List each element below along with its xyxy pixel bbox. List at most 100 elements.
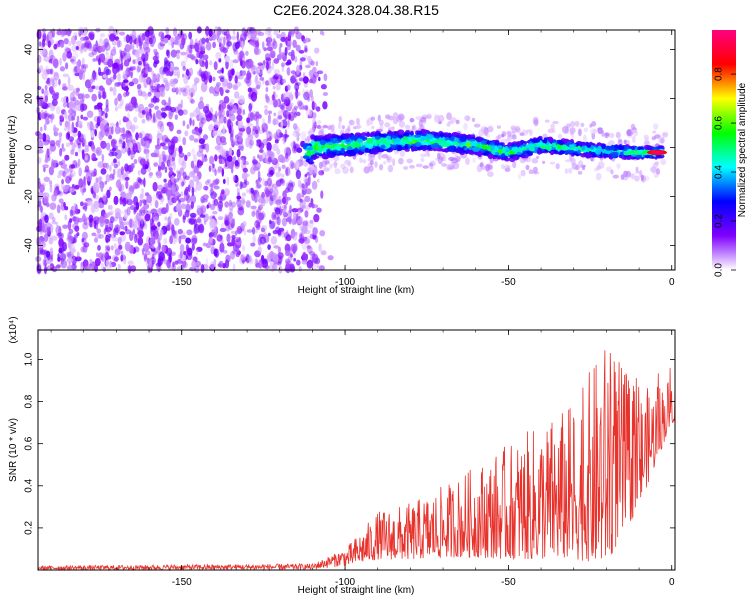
spectrogram-noise-cell <box>128 35 133 45</box>
spectrogram-noise-cell <box>318 76 321 82</box>
spectrogram-halo-cell <box>583 134 587 142</box>
spectrogram-noise-cell <box>231 230 236 235</box>
spectrogram-noise-cell <box>93 182 98 192</box>
spectrogram-noise-cell <box>174 147 178 152</box>
spectrogram-halo-cell <box>374 161 378 168</box>
spectrogram-noise-cell <box>36 29 42 40</box>
spectrogram-noise-cell <box>308 251 316 256</box>
spectrogram-noise-cell <box>147 67 153 73</box>
spectrogram-signal-cell <box>617 145 625 151</box>
spectrogram-noise-cell <box>214 110 218 119</box>
spectrogram-signal-cell <box>364 149 369 153</box>
spectrogram-noise-cell <box>254 250 261 258</box>
spectrogram-noise-cell <box>80 103 85 113</box>
spectrogram-noise-cell <box>301 183 305 189</box>
spectrogram-signal-cell <box>511 146 517 152</box>
spectrogram-noise-cell <box>173 161 176 171</box>
spectrogram-noise-cell <box>238 157 245 164</box>
spectrogram-noise-cell <box>58 198 64 204</box>
spectrogram-noise-cell <box>177 69 180 79</box>
spectrogram-noise-cell <box>61 241 67 252</box>
spectrogram-noise-cell <box>118 210 124 215</box>
spectrogram-noise-cell <box>102 252 107 257</box>
spectrogram-noise-cell <box>196 246 203 252</box>
spectrogram-signal-cell <box>497 145 503 149</box>
spectrogram-noise-cell <box>100 168 107 175</box>
spectrogram-halo-cell <box>595 172 602 181</box>
spectrogram-signal-cell <box>540 143 546 147</box>
spectrogram-noise-cell <box>172 81 176 92</box>
spectrogram-noise-cell <box>261 151 267 162</box>
spectrogram-noise-cell <box>94 233 102 239</box>
spectrogram-noise-cell <box>251 65 257 70</box>
spectrogram-noise-cell <box>284 129 288 139</box>
spectrogram-noise-cell <box>123 212 128 219</box>
spectrogram-noise-cell <box>117 264 121 270</box>
spectrogram-noise-cell <box>74 151 79 157</box>
spectrogram-noise-cell <box>196 50 201 59</box>
spectrogram-noise-cell <box>206 41 212 51</box>
spectrogram-noise-cell <box>63 172 68 180</box>
spectrogram-noise-cell <box>230 250 236 260</box>
spectrogram-noise-cell <box>275 171 282 178</box>
spectrogram-noise-cell <box>288 31 292 37</box>
spectrogram-noise-cell <box>294 126 300 134</box>
spectrogram-noise-cell <box>286 67 291 76</box>
spectrogram-noise-cell <box>142 41 149 51</box>
spectrogram-noise-cell <box>97 161 105 169</box>
spectrogram-noise-cell <box>197 216 201 224</box>
spectrogram-noise-cell <box>186 229 193 236</box>
spectrogram-noise-cell <box>228 216 233 224</box>
spectrogram-noise-cell <box>82 116 88 121</box>
spectrogram-noise-cell <box>126 198 134 206</box>
spectrogram-noise-cell <box>37 200 42 208</box>
spectrogram-noise-cell <box>262 79 265 85</box>
spectrogram-noise-cell <box>157 120 164 128</box>
spectrogram-noise-cell <box>45 260 52 265</box>
spectrogram-signal-cell <box>343 133 350 140</box>
spectrogram-noise-cell <box>257 62 264 67</box>
spectrogram-noise-cell <box>172 66 180 71</box>
spectrogram-signal-cell <box>608 145 615 151</box>
spectrogram-noise-cell <box>306 177 311 186</box>
spectrogram-halo-cell <box>570 120 575 128</box>
spectrogram-noise-cell <box>97 108 102 117</box>
spectrogram-noise-cell <box>59 57 62 66</box>
spectrogram-noise-cell <box>165 183 172 189</box>
spectrogram-noise-cell <box>86 110 94 118</box>
spectrogram-noise-cell <box>283 232 290 239</box>
spectrogram-noise-cell <box>113 164 118 169</box>
spectrogram-marks <box>35 25 669 275</box>
spectrogram-halo-cell <box>415 163 423 168</box>
spectrogram-noise-cell <box>268 156 272 163</box>
snr-y-axis-label: SNR (10 * v/v) <box>8 418 19 482</box>
spectrogram-noise-cell <box>104 112 108 119</box>
spectrogram-noise-cell <box>234 230 238 236</box>
spectrogram-noise-cell <box>228 108 232 116</box>
spectrogram-noise-cell <box>181 37 186 46</box>
spectrogram-noise-cell <box>91 232 97 237</box>
spectrogram-noise-cell <box>297 210 301 216</box>
svg-text:0: 0 <box>669 277 675 288</box>
spectrogram-noise-cell <box>200 46 206 55</box>
spectrogram-noise-cell <box>146 194 152 204</box>
spectrogram-noise-cell <box>279 43 283 48</box>
spectrogram-noise-cell <box>106 189 111 199</box>
spectrogram-noise-cell <box>282 137 286 145</box>
spectrogram-noise-cell <box>199 96 204 103</box>
spectrogram-noise-cell <box>171 229 176 236</box>
spectrogram-noise-cell <box>205 258 209 266</box>
spectrogram-halo-cell <box>580 122 585 128</box>
spectrogram-noise-cell <box>43 123 47 131</box>
spectrogram-noise-cell <box>196 175 199 186</box>
spectrogram-noise-cell <box>285 260 293 271</box>
spectrogram-noise-cell <box>234 75 238 84</box>
spectrogram-noise-cell <box>43 113 50 121</box>
spectrogram-halo-cell <box>415 116 423 121</box>
spectrogram-noise-cell <box>282 208 287 219</box>
spectrogram-noise-cell <box>40 109 45 120</box>
spectrogram-noise-cell <box>113 216 118 222</box>
spectrogram-noise-cell <box>213 61 218 71</box>
spectrogram-noise-cell <box>59 234 63 242</box>
